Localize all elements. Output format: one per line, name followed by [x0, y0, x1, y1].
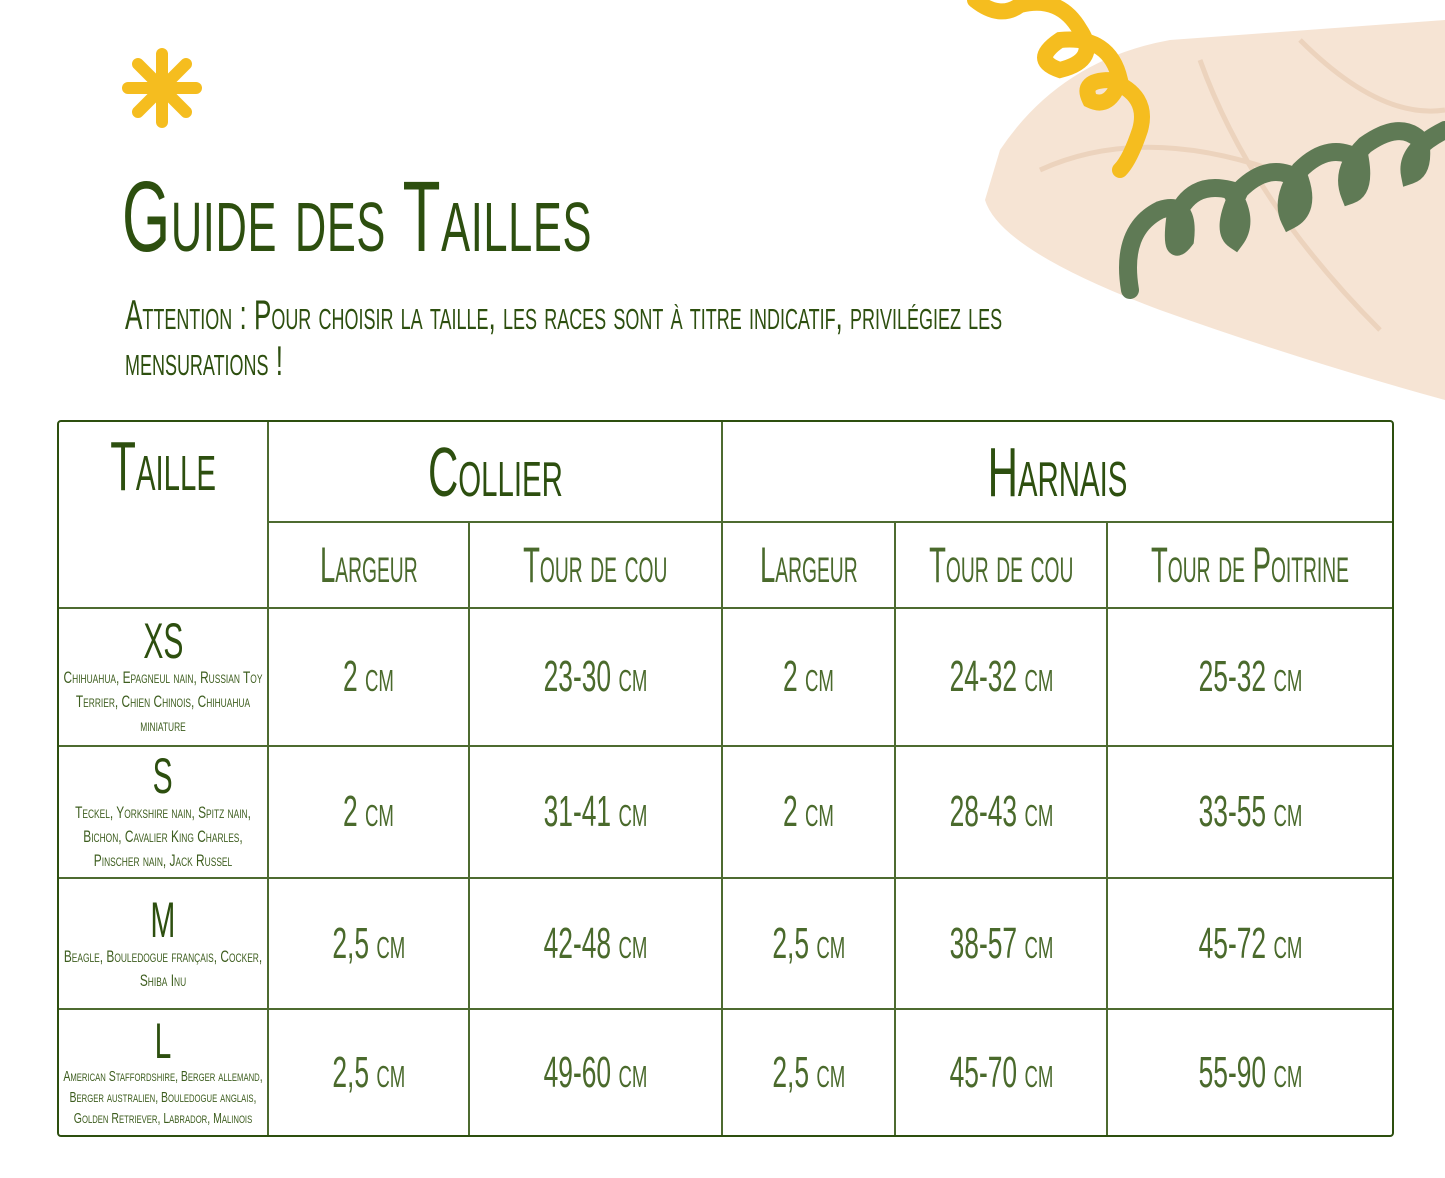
size-label: S	[152, 748, 173, 804]
header-taille-label: Taille	[110, 427, 216, 505]
value-cell: 49-60 cm	[470, 1010, 723, 1135]
measurement-value: 42-48 cm	[543, 918, 648, 968]
value-cell: 2 cm	[269, 609, 470, 747]
header-collier: Collier	[269, 422, 723, 523]
size-table: Taille Collier Harnais Largeur Tour de c…	[57, 420, 1394, 1137]
value-cell: 2,5 cm	[723, 1010, 896, 1135]
value-cell: 31-41 cm	[470, 747, 723, 879]
measurement-value: 2,5 cm	[772, 918, 845, 968]
measurement-value: 45-72 cm	[1198, 918, 1302, 968]
green-spiral-icon	[1119, 121, 1445, 299]
size-cell: L American Staffordshire, Berger alleman…	[59, 1010, 269, 1135]
measurement-value: 28-43 cm	[949, 787, 1053, 836]
page-title: Guide des Tailles	[122, 161, 593, 273]
value-cell: 2 cm	[723, 609, 896, 747]
header-harnais: Harnais	[723, 422, 1392, 523]
size-label: M	[150, 891, 176, 948]
measurement-value: 49-60 cm	[543, 1047, 648, 1097]
subheader-label: Largeur	[319, 537, 418, 593]
value-cell: 38-57 cm	[896, 879, 1108, 1010]
measurement-value: 2 cm	[783, 652, 834, 701]
measurement-value: 23-30 cm	[543, 652, 648, 701]
value-cell: 2,5 cm	[723, 879, 896, 1010]
size-label: XS	[142, 613, 184, 669]
measurement-value: 2,5 cm	[332, 1047, 405, 1097]
breeds-list: Beagle, Bouledogue français, Cocker, Shi…	[63, 946, 263, 990]
decoration	[122, 0, 1445, 400]
header-collier-label: Collier	[427, 432, 563, 511]
breeds-list: Teckel, Yorkshire nain, Spitz nain, Bich…	[75, 803, 251, 870]
subheader: Tour de cou	[896, 523, 1108, 609]
breeds-list: Chihuahua, Epagneul nain, Russian Toy Te…	[63, 668, 263, 735]
measurement-value: 24-32 cm	[949, 652, 1053, 701]
size-cell: S Teckel, Yorkshire nain, Spitz nain, Bi…	[59, 747, 269, 879]
measurement-value: 2 cm	[783, 787, 834, 836]
measurement-value: 25-32 cm	[1198, 652, 1302, 701]
value-cell: 2,5 cm	[269, 879, 470, 1010]
value-cell: 55-90 cm	[1108, 1010, 1392, 1135]
value-cell: 25-32 cm	[1108, 609, 1392, 747]
header-harnais-label: Harnais	[987, 432, 1128, 511]
measurement-value: 2,5 cm	[772, 1047, 845, 1097]
subheader: Largeur	[269, 523, 470, 609]
asterisk-icon	[122, 48, 202, 128]
measurement-value: 2 cm	[343, 652, 394, 701]
size-cell: M Beagle, Bouledogue français, Cocker, S…	[59, 879, 269, 1010]
subheader: Tour de cou	[470, 523, 723, 609]
subheader: Tour de Poitrine	[1108, 523, 1392, 609]
value-cell: 45-72 cm	[1108, 879, 1392, 1010]
subheader: Largeur	[723, 523, 896, 609]
measurement-value: 33-55 cm	[1198, 787, 1302, 836]
size-label: L	[154, 1013, 172, 1069]
measurement-value: 2,5 cm	[332, 918, 405, 968]
value-cell: 23-30 cm	[470, 609, 723, 747]
measurement-value: 45-70 cm	[949, 1047, 1053, 1097]
value-cell: 28-43 cm	[896, 747, 1108, 879]
value-cell: 45-70 cm	[896, 1010, 1108, 1135]
measurement-value: 55-90 cm	[1198, 1047, 1302, 1097]
value-cell: 33-55 cm	[1108, 747, 1392, 879]
subheader-label: Tour de cou	[928, 537, 1074, 593]
measurement-value: 2 cm	[343, 787, 394, 836]
value-cell: 42-48 cm	[470, 879, 723, 1010]
subheader-label: Largeur	[759, 537, 858, 593]
measurement-value: 38-57 cm	[949, 918, 1053, 968]
value-cell: 2 cm	[269, 747, 470, 879]
beige-shape	[985, 20, 1445, 400]
breeds-list: American Staffordshire, Berger allemand,…	[63, 1068, 263, 1127]
yellow-spiral-icon	[967, 0, 1150, 178]
value-cell: 2 cm	[723, 747, 896, 879]
header-taille: Taille	[59, 422, 269, 609]
subheader-label: Tour de Poitrine	[1150, 537, 1350, 593]
size-cell: XS Chihuahua, Epagneul nain, Russian Toy…	[59, 609, 269, 747]
value-cell: 24-32 cm	[896, 609, 1108, 747]
value-cell: 2,5 cm	[269, 1010, 470, 1135]
page-subtitle: Attention : Pour choisir la taille, les …	[125, 291, 1003, 384]
measurement-value: 31-41 cm	[543, 787, 648, 836]
subheader-label: Tour de cou	[523, 537, 668, 593]
